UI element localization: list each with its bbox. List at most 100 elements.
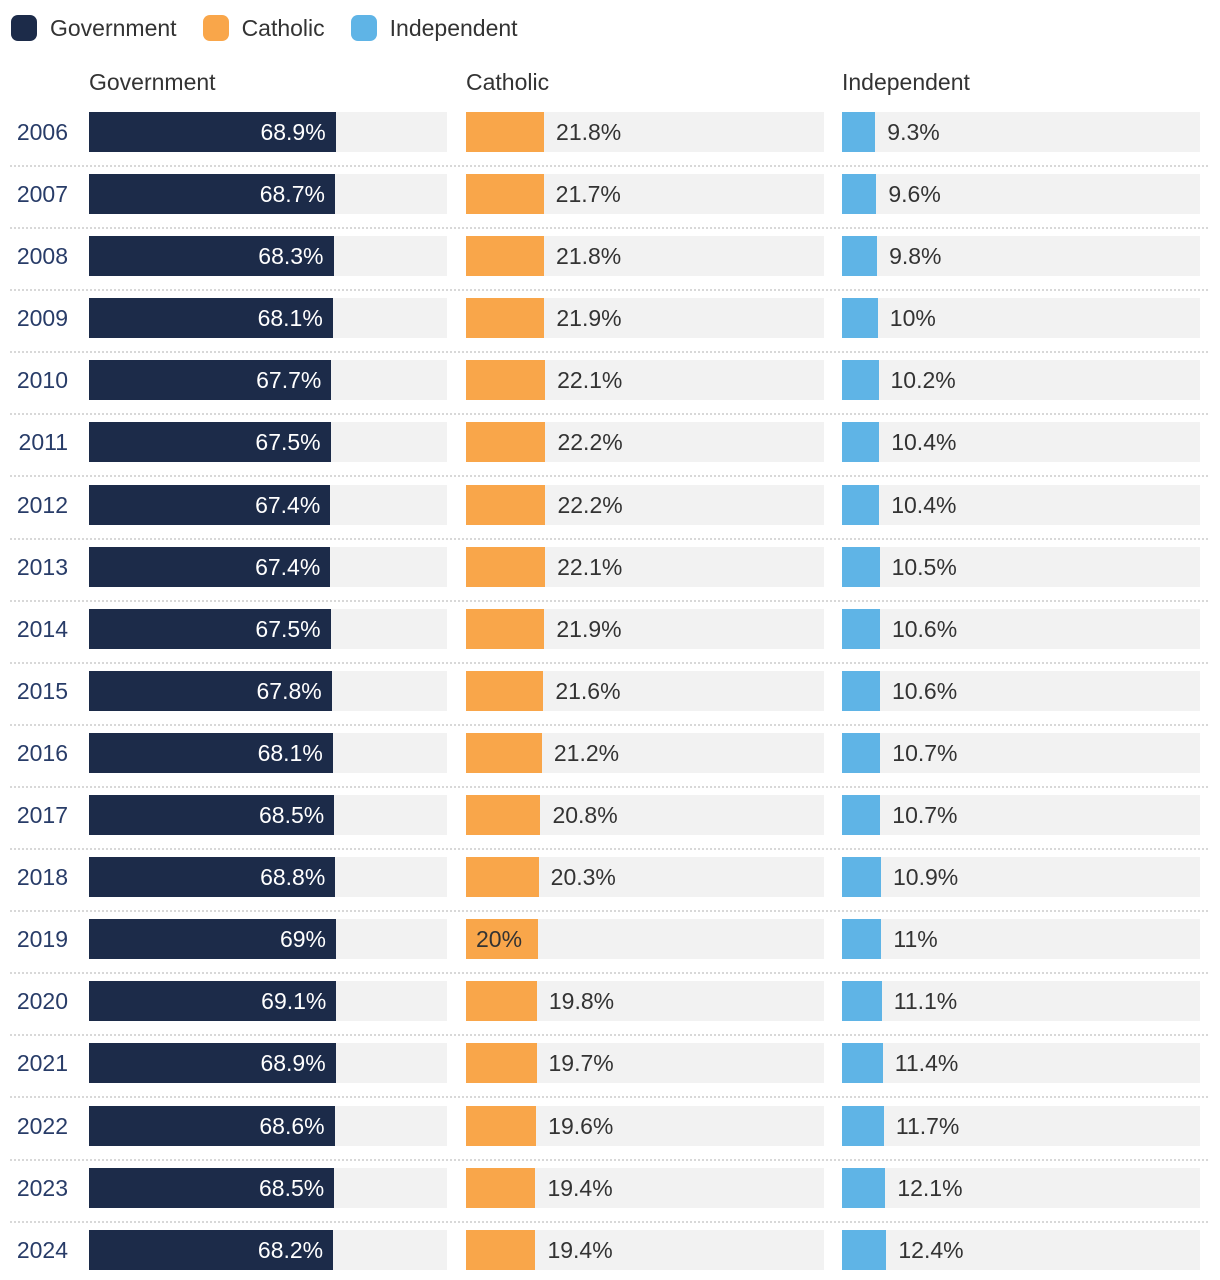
year-label: 2009 — [16, 305, 68, 332]
year-label: 2021 — [16, 1050, 68, 1077]
catholic-bar — [466, 112, 545, 152]
independent-bar — [842, 1043, 883, 1084]
government-value-label: 68.1% — [257, 305, 323, 332]
table-row: 2017 68.5% 20.8% 10.7% — [0, 795, 1220, 857]
catholic-bar-cell: 20.3% — [466, 857, 824, 898]
catholic-value-label: 19.7% — [548, 1050, 614, 1077]
government-value-label: 67.5% — [255, 429, 321, 456]
table-row: 2016 68.1% 21.2% 10.7% — [0, 732, 1220, 795]
catholic-bar — [466, 1043, 537, 1084]
year-label: 2012 — [16, 491, 68, 518]
independent-value-label: 10.7% — [892, 802, 958, 829]
catholic-bar — [466, 795, 541, 836]
catholic-bar-cell: 20% — [466, 919, 824, 960]
catholic-value-label: 22.2% — [557, 491, 623, 518]
year-label: 2017 — [16, 802, 68, 829]
year-label: 2015 — [16, 677, 68, 704]
year-label: 2014 — [16, 615, 68, 642]
independent-value-label: 10.6% — [891, 677, 958, 704]
catholic-bar-cell: 20.8% — [466, 795, 824, 836]
catholic-swatch-icon — [202, 15, 229, 41]
government-bar — [89, 670, 332, 711]
catholic-value-label: 22.2% — [557, 429, 623, 456]
government-bar-cell: 67.4% — [89, 546, 447, 587]
catholic-value-label: 21.2% — [553, 739, 620, 766]
independent-bar-cell: 11% — [842, 919, 1200, 960]
government-value-label: 68.1% — [257, 739, 323, 766]
table-row: 2011 67.5% 22.2% 10.4% — [0, 422, 1220, 484]
catholic-bar — [466, 981, 537, 1022]
independent-bar-cell: 10.7% — [842, 732, 1200, 773]
independent-bar — [842, 919, 882, 960]
government-value-label: 68.7% — [259, 181, 325, 208]
government-value-label: 68.9% — [260, 1050, 326, 1077]
catholic-bar-cell: 19.4% — [466, 1167, 824, 1208]
table-row: 2009 68.1% 21.9% 10% — [0, 298, 1220, 360]
catholic-bar-cell: 21.8% — [466, 112, 824, 152]
government-bar-cell: 67.8% — [89, 670, 447, 711]
independent-value-label: 10.5% — [891, 553, 957, 580]
year-label: 2008 — [16, 243, 68, 270]
catholic-value-label: 21.8% — [556, 119, 622, 145]
independent-value-label: 11% — [893, 926, 938, 953]
government-value-label: 67.7% — [256, 367, 322, 394]
independent-bar — [842, 174, 877, 215]
government-value-label: 69.1% — [261, 988, 327, 1015]
government-value-label: 67.4% — [255, 553, 321, 580]
legend-label: Catholic — [241, 15, 325, 41]
government-bar — [89, 174, 335, 215]
independent-bar-cell: 10.4% — [842, 422, 1200, 463]
government-bar — [89, 795, 335, 836]
catholic-value-label: 22.1% — [557, 553, 623, 580]
government-value-label: 67.4% — [255, 491, 321, 518]
government-bar-cell: 68.9% — [89, 1043, 447, 1084]
catholic-bar — [466, 298, 545, 339]
catholic-bar — [466, 236, 545, 277]
catholic-bar — [466, 360, 546, 401]
catholic-value-label: 19.4% — [547, 1174, 613, 1201]
government-bar — [89, 484, 331, 525]
rows: 2006 68.9% 21.8% 9.3% 2007 68.7% 21.7% 9… — [0, 112, 1220, 1280]
independent-value-label: 10.7% — [892, 739, 958, 766]
government-bar-cell: 68.5% — [89, 1167, 447, 1208]
independent-bar — [842, 981, 882, 1022]
government-bar — [89, 422, 331, 463]
independent-swatch-icon — [350, 15, 377, 41]
catholic-bar — [466, 1105, 537, 1146]
independent-value-label: 10% — [889, 305, 936, 332]
government-bar-cell: 67.4% — [89, 484, 447, 525]
government-value-label: 68.3% — [258, 243, 324, 270]
table-row: 2022 68.6% 19.6% 11.7% — [0, 1105, 1220, 1168]
catholic-bar — [466, 857, 539, 898]
year-label: 2020 — [16, 988, 68, 1015]
catholic-bar — [466, 174, 544, 215]
independent-bar-cell: 10.7% — [842, 795, 1200, 836]
government-bar-cell: 67.5% — [89, 608, 447, 649]
catholic-bar-cell: 19.8% — [466, 981, 824, 1022]
catholic-bar-cell: 21.7% — [466, 174, 824, 215]
year-label: 2016 — [16, 739, 68, 766]
government-bar — [89, 360, 332, 401]
catholic-bar — [466, 1167, 536, 1208]
catholic-bar — [466, 732, 542, 773]
government-swatch-icon — [11, 15, 37, 41]
legend-item-catholic: Catholic — [202, 14, 325, 42]
independent-bar-cell: 9.6% — [842, 174, 1200, 215]
year-label: 2007 — [16, 181, 68, 208]
independent-bar — [842, 795, 881, 836]
table-row: 2015 67.8% 21.6% 10.6% — [0, 670, 1220, 733]
independent-value-label: 9.8% — [889, 243, 942, 270]
independent-value-label: 10.2% — [890, 367, 956, 394]
catholic-bar-cell: 22.1% — [466, 360, 824, 401]
year-label: 2006 — [16, 119, 68, 145]
catholic-bar-cell: 21.6% — [466, 670, 824, 711]
independent-bar-cell: 12.1% — [842, 1167, 1200, 1208]
table-row: 2014 67.5% 21.9% 10.6% — [0, 608, 1220, 671]
government-value-label: 67.5% — [255, 615, 321, 642]
government-bar-cell: 69.1% — [89, 981, 447, 1022]
government-bar-cell: 68.3% — [89, 236, 447, 277]
catholic-bar-cell: 21.9% — [466, 608, 824, 649]
catholic-value-label: 19.6% — [548, 1112, 614, 1139]
catholic-value-label: 20% — [476, 926, 523, 953]
table-row: 2024 68.2% 19.4% 12.4% — [0, 1229, 1220, 1280]
